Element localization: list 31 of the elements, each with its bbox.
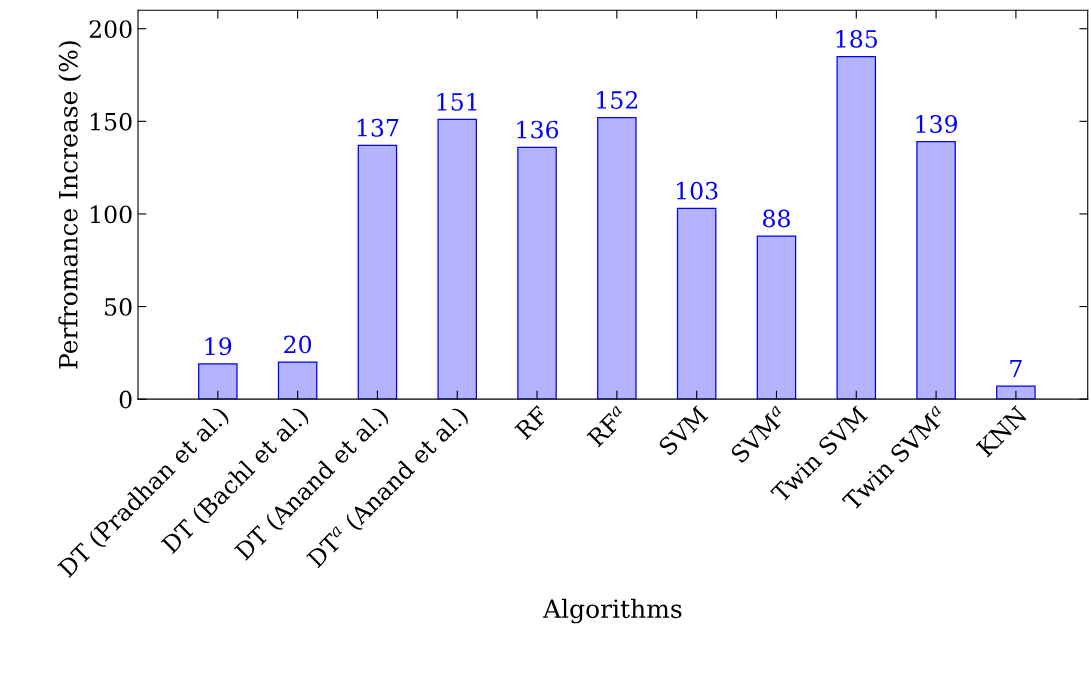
y-tick-label: 200 — [89, 20, 132, 39]
y-tick-label: 150 — [90, 112, 132, 131]
y-tick-label: 0 — [119, 390, 132, 409]
y-tick-label: 100 — [90, 205, 132, 224]
data-label: 139 — [916, 115, 958, 133]
bar — [756, 235, 797, 400]
bar — [676, 207, 717, 400]
data-label: 152 — [597, 91, 638, 109]
x-tick-label: RF — [514, 405, 550, 440]
data-label: 185 — [836, 29, 877, 48]
bar — [198, 363, 238, 400]
x-axis-title: Algorithms — [542, 598, 682, 624]
data-label: 7 — [1010, 359, 1022, 378]
data-label: 136 — [517, 120, 559, 139]
data-label: 103 — [677, 181, 718, 200]
data-label: 137 — [357, 118, 399, 137]
data-label: 151 — [437, 92, 477, 111]
bar — [357, 144, 398, 400]
bar — [597, 117, 637, 400]
bar — [277, 361, 318, 400]
bar — [517, 146, 557, 400]
bar — [437, 118, 478, 400]
bar — [836, 55, 877, 400]
bar — [996, 385, 1036, 400]
x-tick-label: RF$^{a}$ — [586, 405, 629, 448]
y-axis-title: Perfromance Increase (%) — [58, 41, 82, 369]
data-label: 20 — [284, 335, 312, 354]
data-label: 19 — [205, 337, 232, 356]
y-tick-label: 50 — [105, 298, 132, 316]
data-label: 88 — [763, 209, 790, 228]
bar — [916, 141, 956, 400]
